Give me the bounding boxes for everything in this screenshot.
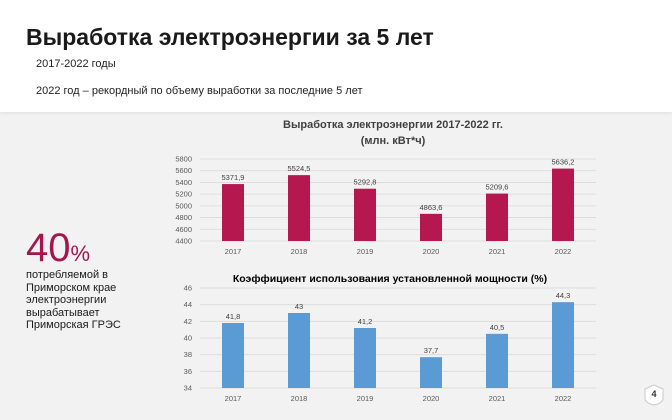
x-tick-label: 2017 <box>225 394 242 403</box>
chart-subtitle-1: (млн. кВт*ч) <box>361 135 426 147</box>
y-tick-label: 4800 <box>175 213 192 222</box>
data-label: 5292,8 <box>354 178 377 187</box>
data-label: 41,2 <box>358 317 373 326</box>
bar-2020 <box>420 213 442 241</box>
data-label: 43 <box>295 302 303 311</box>
bar-2017 <box>222 323 244 388</box>
page-number: 4 <box>651 389 657 399</box>
x-tick-label: 2018 <box>291 394 308 403</box>
x-tick-label: 2021 <box>489 394 506 403</box>
chart-title-2: Коэффициент использования установленной … <box>233 273 547 285</box>
data-label: 5209,6 <box>486 183 509 192</box>
x-tick-label: 2020 <box>423 247 440 256</box>
chart-title-1: Выработка электроэнергии 2017-2022 гг. <box>283 119 503 131</box>
bar-2018 <box>288 175 310 241</box>
bar-2018 <box>288 313 310 388</box>
record-note: 2022 год – рекордный по объему выработки… <box>36 85 363 97</box>
y-tick-label: 5200 <box>175 190 192 199</box>
x-tick-label: 2019 <box>357 394 374 403</box>
y-tick-label: 36 <box>184 367 192 376</box>
data-label: 5636,2 <box>552 158 575 167</box>
data-label: 5371,9 <box>222 173 245 182</box>
y-tick-label: 5000 <box>175 201 192 210</box>
kpi-number: 40 <box>26 226 71 270</box>
bar-2019 <box>354 188 376 241</box>
y-tick-label: 40 <box>184 334 192 343</box>
y-tick-label: 5400 <box>175 178 192 187</box>
y-tick-label: 4600 <box>175 225 192 234</box>
data-label: 4863,6 <box>420 203 443 212</box>
bar-2019 <box>354 328 376 388</box>
y-tick-label: 38 <box>184 350 192 359</box>
x-tick-label: 2022 <box>555 247 572 256</box>
bar-2017 <box>222 184 244 241</box>
y-tick-label: 42 <box>184 317 192 326</box>
data-label: 5524,5 <box>288 164 311 173</box>
slide-header: Выработка электроэнергии за 5 лет 2017-2… <box>0 0 672 112</box>
x-tick-label: 2017 <box>225 247 242 256</box>
kpi-unit: % <box>70 241 91 266</box>
bar-2022 <box>552 168 574 241</box>
x-tick-label: 2018 <box>291 247 308 256</box>
y-tick-label: 34 <box>184 384 192 393</box>
bar-2022 <box>552 302 574 388</box>
data-label: 40,5 <box>490 323 505 332</box>
shield-icon <box>644 384 664 406</box>
x-tick-label: 2019 <box>357 247 374 256</box>
page-number-badge: 4 <box>644 384 664 406</box>
data-label: 44,3 <box>556 291 571 300</box>
x-tick-label: 2022 <box>555 394 572 403</box>
y-tick-label: 5600 <box>175 166 192 175</box>
bar-2021 <box>486 333 508 388</box>
y-tick-label: 4400 <box>175 237 192 246</box>
y-tick-label: 44 <box>184 300 192 309</box>
page-subtitle: 2017-2022 годы <box>36 58 116 70</box>
kpi-description: потребляемой в Приморском крае электроэн… <box>26 269 121 331</box>
x-tick-label: 2021 <box>489 247 506 256</box>
y-tick-label: 5800 <box>175 155 192 164</box>
bar-2021 <box>486 193 508 241</box>
page-title: Выработка электроэнергии за 5 лет <box>26 24 434 50</box>
bar-2020 <box>420 357 442 388</box>
kpi-value: 40% <box>26 228 90 268</box>
x-tick-label: 2020 <box>423 394 440 403</box>
data-label: 41,8 <box>226 312 241 321</box>
data-label: 37,7 <box>424 346 439 355</box>
y-tick-label: 46 <box>184 284 192 293</box>
